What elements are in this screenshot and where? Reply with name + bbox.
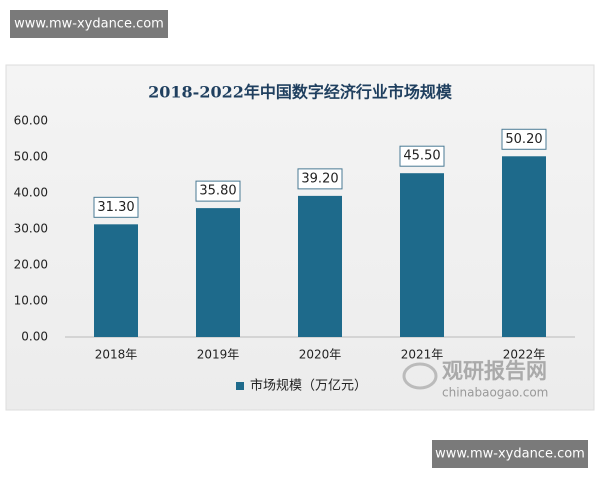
bar bbox=[298, 195, 342, 337]
x-tick-label: 2021年 bbox=[401, 348, 444, 362]
y-tick-label: 60.00 bbox=[14, 114, 48, 128]
value-label-box bbox=[501, 128, 547, 150]
value-label-box bbox=[297, 168, 343, 190]
value-label: 50.20 bbox=[505, 132, 542, 147]
x-tick-label: 2022年 bbox=[503, 348, 546, 362]
x-tick-label: 2019年 bbox=[197, 348, 240, 362]
x-tick-label: 2018年 bbox=[95, 348, 138, 362]
bar bbox=[94, 224, 138, 337]
value-label-box bbox=[195, 180, 241, 202]
value-label: 35.80 bbox=[199, 184, 236, 199]
y-tick-label: 20.00 bbox=[14, 258, 48, 272]
y-tick-label: 0.00 bbox=[21, 330, 48, 344]
chart-title: 2018-2022年中国数字经济行业市场规模 bbox=[148, 83, 453, 102]
bar bbox=[400, 173, 444, 337]
watermark: www.mw-xydance.com bbox=[14, 17, 164, 32]
watermark-box bbox=[432, 440, 588, 468]
value-label-box bbox=[93, 196, 139, 218]
legend-swatch bbox=[236, 382, 244, 390]
watermark-box bbox=[10, 10, 168, 38]
logo-icon bbox=[402, 362, 438, 390]
logo-name: 观研报告网 bbox=[442, 359, 547, 383]
value-label: 45.50 bbox=[403, 149, 440, 164]
watermark: www.mw-xydance.com bbox=[435, 447, 585, 462]
legend-label: 市场规模（万亿元） bbox=[250, 378, 367, 394]
bar bbox=[502, 156, 546, 337]
logo-site: chinabaogao.com bbox=[442, 386, 548, 400]
value-label-box bbox=[399, 145, 445, 167]
x-tick-label: 2020年 bbox=[299, 348, 342, 362]
y-tick-label: 50.00 bbox=[14, 150, 48, 164]
y-tick-label: 40.00 bbox=[14, 186, 48, 200]
y-tick-label: 10.00 bbox=[14, 294, 48, 308]
bar bbox=[196, 208, 240, 337]
value-label: 31.30 bbox=[97, 200, 134, 215]
value-label: 39.20 bbox=[301, 171, 338, 186]
y-tick-label: 30.00 bbox=[14, 222, 48, 236]
